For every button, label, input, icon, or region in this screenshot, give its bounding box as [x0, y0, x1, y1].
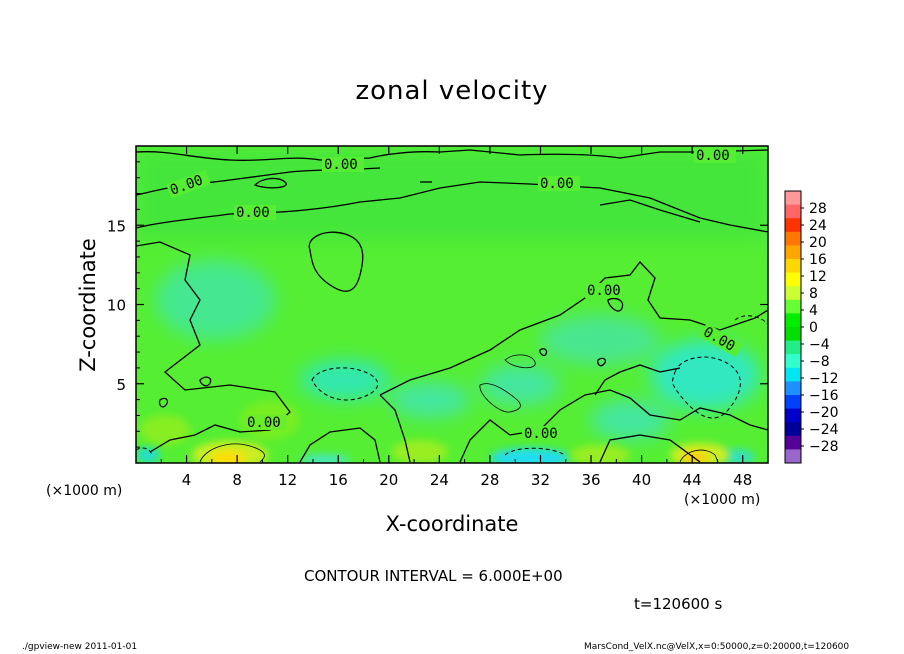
footer-source: MarsCond_VelX.nc@VelX,x=0:50000,z=0:2000…	[584, 642, 850, 652]
x-tick-label: 8	[232, 471, 242, 489]
y-tick-label: 10	[107, 297, 126, 315]
colorbar-label: 4	[809, 303, 818, 319]
svg-text:0.00: 0.00	[247, 415, 281, 431]
x-axis-unit: (×1000 m)	[684, 492, 761, 508]
negative-contour-lines	[136, 315, 768, 456]
x-tick-label: 44	[683, 471, 702, 489]
colorbar-swatch	[785, 245, 801, 260]
velocity-field: 0.00 0.00 0.00 0.00 0.00 0.00 0.00 0.00 …	[136, 146, 768, 463]
colorbar-swatch	[785, 408, 801, 423]
colorbar-label: −28	[809, 439, 839, 455]
x-tick-label: 28	[480, 471, 499, 489]
y-axis-label: Z-coordinate	[76, 238, 100, 372]
colorbar-label: 24	[809, 218, 827, 234]
colorbar-label: −16	[809, 388, 839, 404]
y-tick-label: 5	[116, 376, 126, 394]
colorbar-label: −8	[809, 354, 830, 370]
colorbar-swatch	[785, 395, 801, 410]
zero-contour-lines	[136, 149, 768, 463]
contour-label: 0.00	[538, 176, 580, 192]
x-tick-label: 16	[329, 471, 348, 489]
colorbar-label: 12	[809, 269, 827, 285]
x-tick-label: 24	[430, 471, 449, 489]
svg-text:0.00: 0.00	[236, 205, 270, 221]
colorbar-label: −4	[809, 337, 830, 353]
svg-text:0.00: 0.00	[696, 148, 730, 164]
colorbar-swatch	[785, 435, 801, 450]
colorbar-swatch	[785, 272, 801, 287]
contour-interval-label: CONTOUR INTERVAL = 6.000E+00	[304, 567, 563, 585]
svg-text:0.00: 0.00	[524, 426, 558, 442]
contour-label: 0.00	[245, 415, 287, 431]
colorbar-swatch	[785, 422, 801, 437]
contour-label: 0.00	[522, 426, 564, 442]
colorbar-swatch	[785, 218, 801, 233]
svg-text:0.00: 0.00	[324, 157, 358, 173]
colorbar-swatch	[785, 449, 801, 464]
colorbar-swatch	[785, 231, 801, 246]
colorbar-swatch	[785, 299, 801, 314]
time-label: t=120600 s	[634, 595, 723, 613]
colorbar-swatch	[785, 259, 801, 274]
contour-label: 0.00	[234, 205, 276, 221]
x-tick-label: 48	[733, 471, 752, 489]
contour-label: 0.00	[585, 283, 627, 299]
colorbar-label: −20	[809, 405, 839, 421]
colorbar-label: 8	[809, 286, 818, 302]
footer-program: ./gpview-new 2011-01-01	[22, 642, 138, 652]
colorbar-swatch	[785, 204, 801, 219]
colorbar-label: −24	[809, 422, 839, 438]
x-axis: 4 8 12 16 20 24 28 32 36 40 44 48	[160, 146, 752, 489]
colorbar-swatch	[785, 367, 801, 382]
y-axis: 5 10 15	[107, 161, 768, 448]
colorbar-label: −12	[809, 371, 839, 387]
svg-text:0.00: 0.00	[540, 176, 574, 192]
x-tick-label: 32	[531, 471, 550, 489]
contour-label: 0.00	[694, 148, 736, 164]
y-tick-label: 15	[107, 217, 126, 235]
colorbar-swatch	[785, 191, 801, 206]
x-tick-label: 20	[379, 471, 398, 489]
colorbar-swatch	[785, 340, 801, 355]
positive-contour-lines	[199, 354, 719, 463]
colorbar-label: 28	[809, 201, 827, 217]
x-tick-label: 4	[182, 471, 192, 489]
chart-title: zonal velocity	[355, 76, 549, 106]
x-tick-label: 40	[632, 471, 651, 489]
colorbar-swatch	[785, 327, 801, 342]
colorbar-swatch	[785, 313, 801, 328]
svg-text:0.00: 0.00	[587, 283, 621, 299]
y-axis-unit: (×1000 m)	[46, 483, 123, 499]
x-tick-label: 36	[581, 471, 600, 489]
colorbar-label: 16	[809, 252, 827, 268]
colorbar-label: 20	[809, 235, 827, 251]
colorbar-swatch	[785, 286, 801, 301]
contour-labels: 0.00 0.00 0.00 0.00 0.00 0.00 0.00 0.00 …	[166, 148, 744, 442]
colorbar-swatch	[785, 381, 801, 396]
colorbar-swatch	[785, 354, 801, 369]
x-tick-label: 12	[278, 471, 297, 489]
colorbar-label: 0	[809, 320, 818, 336]
contour-label: 0.00	[322, 157, 364, 173]
x-axis-label: X-coordinate	[385, 512, 519, 536]
